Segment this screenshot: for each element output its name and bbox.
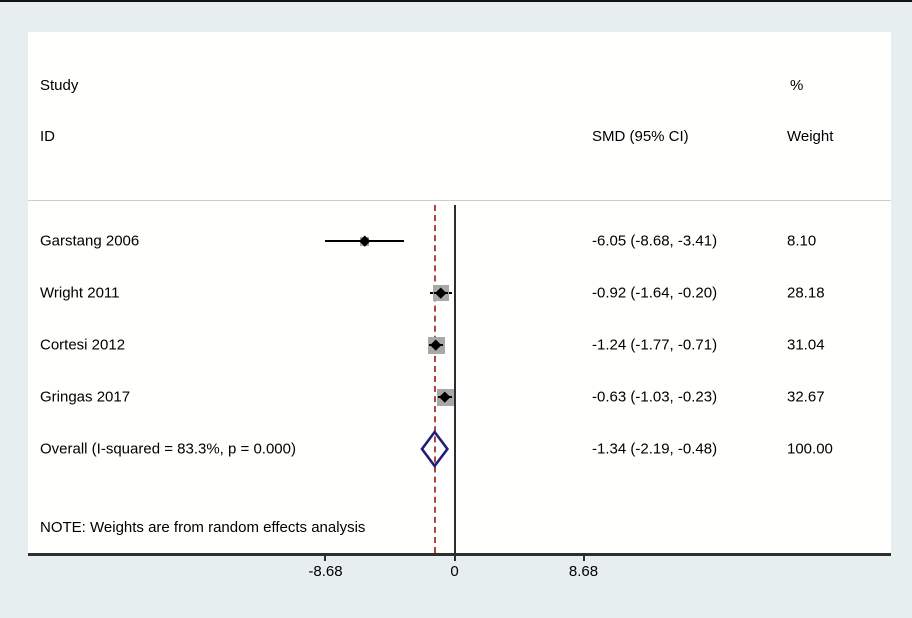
column-header-percent: % [790, 77, 804, 94]
ci-line-tip [357, 240, 372, 242]
weight-value: 32.67 [787, 388, 825, 406]
ci-line-tip [433, 292, 448, 294]
overall-estimate-dashed-line [433, 205, 436, 553]
weight-value: 28.18 [787, 284, 825, 302]
plot-panel [28, 32, 891, 553]
axis-tick-label: 8.68 [568, 563, 599, 580]
study-label: Wright 2011 [40, 284, 120, 302]
column-header-id: ID [40, 128, 55, 145]
smd-ci-value: -0.92 (-1.64, -0.20) [592, 284, 718, 302]
axis-tick-label: -8.68 [308, 563, 343, 580]
note-text: NOTE: Weights are from random effects an… [40, 519, 366, 536]
axis-tick [324, 555, 327, 561]
smd-ci-value: -1.24 (-1.77, -0.71) [592, 336, 718, 354]
overall-label: Overall (I-squared = 83.3%, p = 0.000) [40, 440, 296, 458]
study-label: Cortesi 2012 [40, 336, 126, 354]
zero-reference-line [453, 205, 456, 561]
study-label: Garstang 2006 [40, 232, 140, 250]
column-header-smd-ci: SMD (95% CI) [592, 128, 689, 145]
axis-tick-label: 0 [450, 563, 459, 580]
smd-ci-value: -6.05 (-8.68, -3.41) [592, 232, 718, 250]
axis-tick [453, 555, 456, 561]
header-separator-line [28, 200, 891, 201]
overall-diamond [420, 429, 449, 469]
smd-ci-value: -0.63 (-1.03, -0.23) [592, 388, 718, 406]
column-header-study: Study [40, 77, 79, 94]
weight-value: 31.04 [787, 336, 825, 354]
weight-value-overall: 100.00 [787, 440, 833, 458]
ci-line-tip [438, 396, 453, 398]
study-label: Gringas 2017 [40, 388, 131, 406]
weight-value: 8.10 [787, 232, 817, 250]
figure-top-border [0, 0, 912, 2]
x-axis-line [28, 553, 891, 556]
overall-diamond-shape [420, 429, 449, 469]
ci-line-tip [429, 344, 444, 346]
smd-ci-value-overall: -1.34 (-2.19, -0.48) [592, 440, 718, 458]
axis-tick [582, 555, 585, 561]
column-header-weight: Weight [787, 128, 834, 145]
